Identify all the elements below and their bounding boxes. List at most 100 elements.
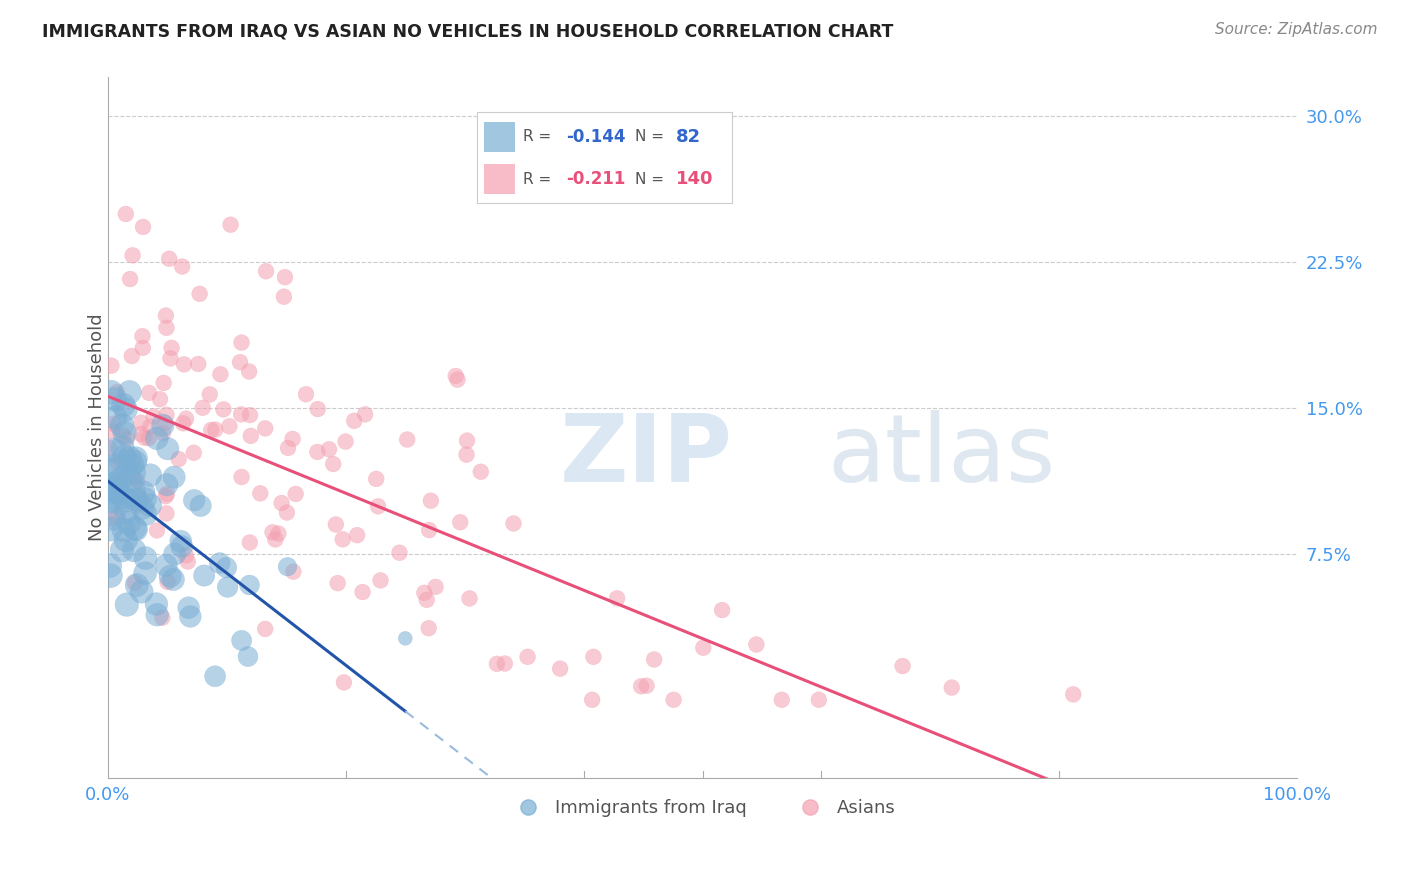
Point <box>112 523 135 537</box>
Point <box>152 418 174 433</box>
Point <box>891 659 914 673</box>
Point <box>188 286 211 301</box>
Point <box>103 476 125 491</box>
Point <box>146 607 169 622</box>
Text: atlas: atlas <box>828 409 1056 501</box>
Point <box>125 578 148 592</box>
Point <box>174 411 197 425</box>
Point <box>160 341 183 355</box>
Point <box>134 566 156 581</box>
Point <box>155 489 177 503</box>
Point <box>142 409 165 424</box>
Point <box>163 547 186 561</box>
Point <box>115 432 138 446</box>
Point <box>419 493 441 508</box>
Point <box>115 493 138 508</box>
Point <box>112 398 135 412</box>
Point <box>325 517 347 532</box>
Point <box>129 416 152 430</box>
Point <box>114 425 136 440</box>
Point <box>104 410 127 425</box>
Point <box>277 559 299 574</box>
Point <box>134 551 156 566</box>
Point <box>264 533 287 547</box>
Point <box>104 458 127 473</box>
Point <box>125 451 148 466</box>
Text: IMMIGRANTS FROM IRAQ VS ASIAN NO VEHICLES IN HOUSEHOLD CORRELATION CHART: IMMIGRANTS FROM IRAQ VS ASIAN NO VEHICLE… <box>42 22 894 40</box>
Point <box>254 622 277 636</box>
Point <box>307 445 329 459</box>
Point <box>159 569 181 583</box>
Point <box>231 633 253 648</box>
Point <box>183 493 205 508</box>
Point <box>156 487 179 501</box>
Point <box>100 385 122 400</box>
Point <box>231 470 253 484</box>
Point <box>152 376 174 390</box>
Point <box>122 543 145 558</box>
Point <box>262 525 284 540</box>
Point <box>446 373 468 387</box>
Point <box>125 492 148 507</box>
Point <box>167 452 190 467</box>
Point <box>155 321 177 335</box>
Point <box>254 421 277 435</box>
Point <box>238 364 260 378</box>
Point <box>456 434 478 448</box>
Point <box>134 491 156 506</box>
Point <box>127 499 149 513</box>
Point <box>131 329 153 343</box>
Point <box>172 260 194 274</box>
Point <box>485 657 508 671</box>
Point <box>283 565 305 579</box>
Point <box>470 465 492 479</box>
Point <box>152 426 174 441</box>
Point <box>114 450 136 464</box>
Point <box>239 408 262 422</box>
Point <box>352 585 374 599</box>
Point <box>367 500 389 514</box>
Point <box>127 475 149 489</box>
Point <box>163 470 186 484</box>
Point <box>105 510 128 524</box>
Point <box>239 429 262 443</box>
Point <box>146 431 169 445</box>
Point <box>124 455 146 469</box>
Point <box>516 649 538 664</box>
Point <box>105 455 128 469</box>
Point <box>332 533 354 547</box>
Point <box>193 568 215 582</box>
Point <box>159 351 181 366</box>
Point <box>231 335 253 350</box>
Point <box>121 470 143 484</box>
Point <box>114 533 136 547</box>
Point <box>139 419 162 434</box>
Point <box>120 272 142 286</box>
Point <box>606 591 628 606</box>
Point <box>636 679 658 693</box>
Point <box>112 490 135 504</box>
Point <box>215 560 238 574</box>
Point <box>238 578 260 592</box>
Point <box>276 506 298 520</box>
Point <box>105 476 128 491</box>
Point <box>115 504 138 518</box>
Point <box>366 472 388 486</box>
Point <box>418 621 440 635</box>
Point <box>155 309 177 323</box>
Point <box>138 385 160 400</box>
Point <box>103 511 125 525</box>
Point <box>267 526 290 541</box>
Point <box>318 442 340 457</box>
Point <box>177 554 200 568</box>
Point <box>162 573 184 587</box>
Point <box>103 417 125 431</box>
Point <box>277 441 299 455</box>
Point <box>120 474 142 488</box>
Text: Source: ZipAtlas.com: Source: ZipAtlas.com <box>1215 22 1378 37</box>
Point <box>104 392 127 407</box>
Point <box>155 558 177 573</box>
Point <box>231 408 253 422</box>
Point <box>132 485 155 500</box>
Point <box>190 499 212 513</box>
